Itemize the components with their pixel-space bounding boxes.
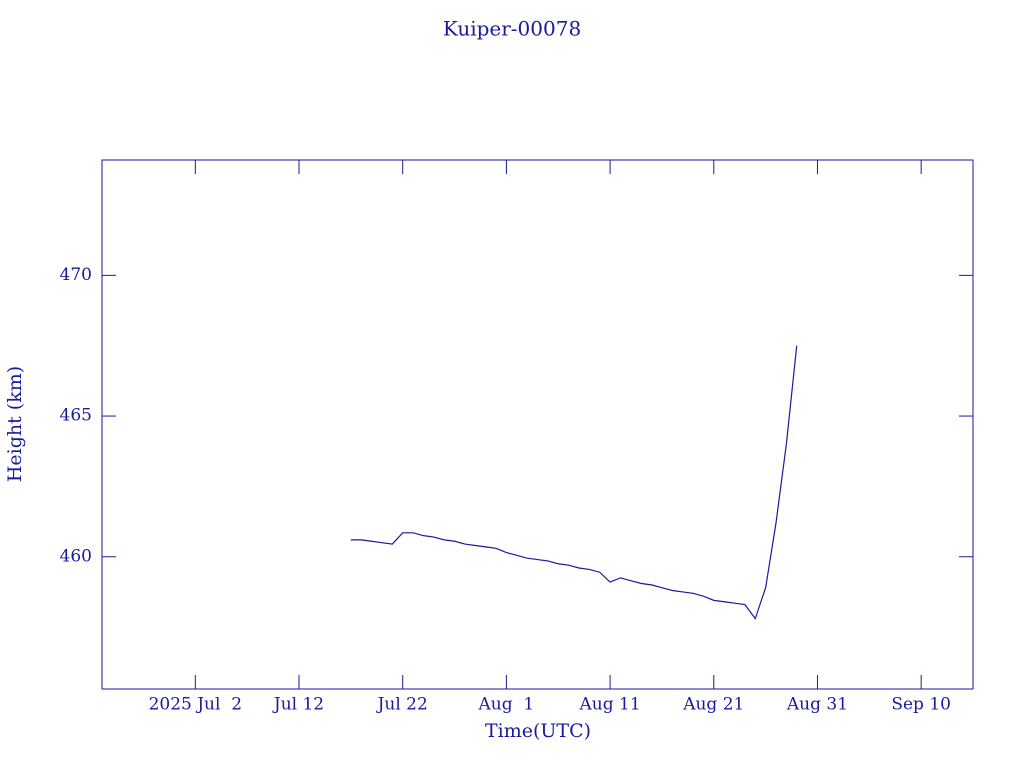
x-tick-label: 2025 Jul 2 [149, 695, 243, 715]
plot-frame [101, 159, 974, 690]
y-axis-label: Height (km) [4, 366, 26, 482]
x-tick-label: Aug 31 [786, 695, 848, 715]
x-tick-label: Aug 21 [682, 695, 744, 715]
x-tick-label: Aug 11 [579, 695, 641, 715]
data-line [350, 345, 798, 620]
y-tick-label: 470 [60, 265, 92, 285]
x-tick-label: Jul 22 [376, 695, 428, 715]
x-tick-label: Aug 1 [478, 695, 535, 715]
x-tick-label: Jul 12 [272, 695, 324, 715]
chart-title: Kuiper-00078 [443, 17, 581, 41]
x-tick-label: Sep 10 [891, 695, 951, 715]
x-axis-label: Time(UTC) [485, 720, 591, 742]
y-tick-label: 465 [60, 406, 92, 426]
y-tick-label: 460 [60, 546, 92, 566]
